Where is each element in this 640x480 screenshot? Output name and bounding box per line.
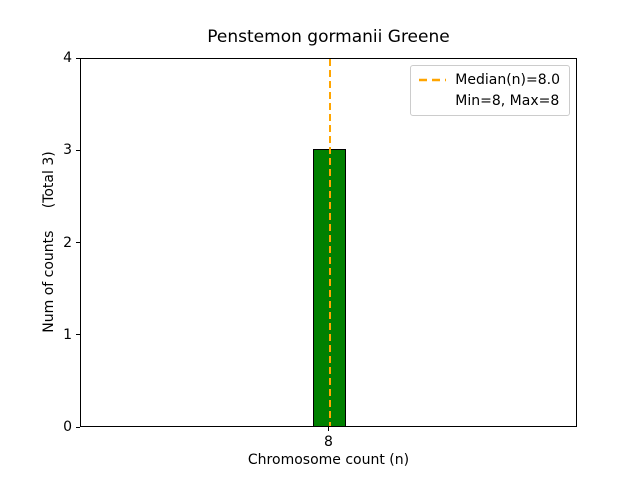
- legend: Median(n)=8.0 Min=8, Max=8: [410, 65, 570, 116]
- y-tick-mark: [76, 149, 80, 151]
- y-tick-mark: [76, 334, 80, 336]
- median-line: [328, 59, 331, 426]
- legend-empty-handle: [419, 98, 446, 104]
- legend-label-minmax: Min=8, Max=8: [455, 93, 560, 109]
- x-tick-mark: [328, 427, 329, 431]
- y-tick-label: 0: [63, 419, 72, 435]
- legend-item-minmax: Min=8, Max=8: [419, 92, 560, 110]
- dashed-line-icon: [419, 78, 447, 82]
- x-axis-label: Chromosome count (n): [247, 452, 410, 468]
- plot-area: Median(n)=8.0 Min=8, Max=8: [80, 58, 577, 427]
- y-tick-label: 1: [63, 326, 72, 343]
- y-tick-mark: [76, 242, 80, 243]
- y-tick-label: 2: [63, 234, 72, 251]
- y-tick-mark: [76, 57, 80, 59]
- y-tick-label: 4: [63, 50, 72, 66]
- chart-title: Penstemon gormanii Greene: [207, 27, 450, 47]
- x-tick-label: 8: [324, 434, 333, 450]
- legend-item-median: Median(n)=8.0: [419, 71, 560, 89]
- legend-label-median: Median(n)=8.0: [455, 72, 560, 88]
- y-axis-label: Num of counts (Total 3): [41, 151, 57, 333]
- y-tick-label: 3: [63, 142, 72, 159]
- y-tick-mark: [76, 426, 80, 428]
